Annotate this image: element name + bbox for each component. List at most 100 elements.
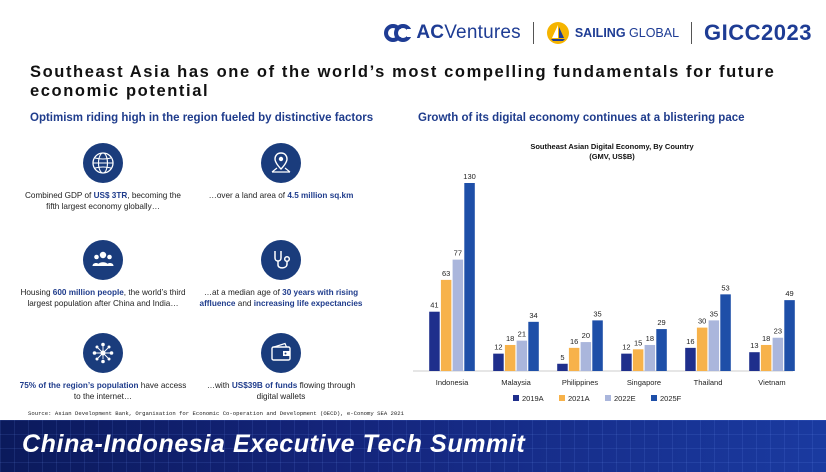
legend-swatch-2025f (651, 395, 657, 401)
chart-subtitle: (GMV, US$B) (589, 152, 635, 161)
data-label-thailand-2025f: 53 (721, 283, 729, 292)
ac-ventures-logo: ACVentures (384, 22, 521, 44)
page-title: Southeast Asia has one of the world’s mo… (30, 63, 776, 100)
data-label-indonesia-2025f: 130 (463, 172, 476, 181)
category-label-thailand: Thailand (694, 378, 723, 387)
stethoscope-icon (261, 240, 301, 280)
bar-vietnam-2022e (772, 337, 784, 371)
chart-svg: Southeast Asian Digital Economy, By Coun… (413, 142, 795, 403)
bar-indonesia-2025f (464, 183, 475, 371)
factor-median-age-text: …at a median age of 30 years with rising… (199, 288, 363, 308)
category-label-vietnam: Vietnam (758, 378, 785, 387)
data-label-indonesia-2019a: 41 (430, 301, 438, 310)
bar-singapore-2025f (656, 329, 667, 371)
bar-vietnam-2019a (749, 352, 760, 371)
factor-internet-text: 75% of the region’s population have acce… (19, 381, 187, 401)
legend-swatch-2019a (513, 395, 519, 401)
data-label-thailand-2019a: 16 (686, 337, 694, 346)
legend-label-2021a: 2021A (568, 394, 590, 403)
data-label-malaysia-2025f: 34 (529, 311, 537, 320)
bar-thailand-2019a (685, 347, 696, 371)
bar-singapore-2022e (644, 344, 656, 371)
chart-title: Southeast Asian Digital Economy, By Coun… (530, 142, 694, 151)
bar-indonesia-2021a (440, 279, 452, 371)
factor-population-text: Housing 600 million people, the world’s … (20, 288, 186, 308)
sailing-global-logo: SAILING GLOBAL (546, 21, 679, 45)
bar-singapore-2021a (632, 349, 644, 371)
gicc-logo: GICC2023 (704, 20, 812, 45)
bar-thailand-2021a (696, 327, 708, 371)
source-note: Source: Asian Development Bank, Organisa… (28, 410, 404, 417)
data-label-singapore-2025f: 29 (657, 318, 665, 327)
legend-swatch-2021a (559, 395, 565, 401)
data-label-philippines-2019a: 5 (560, 353, 564, 362)
bar-vietnam-2025f (784, 300, 795, 371)
wallet-icon (261, 333, 301, 373)
banner-grid-decoration (0, 420, 826, 472)
digital-economy-chart: Southeast Asian Digital Economy, By Coun… (405, 138, 820, 413)
bar-malaysia-2022e (516, 340, 528, 371)
data-label-vietnam-2019a: 13 (750, 341, 758, 350)
bar-philippines-2025f (592, 320, 603, 371)
data-label-vietnam-2021a: 18 (762, 334, 770, 343)
logo-separator-2 (691, 22, 693, 44)
data-label-indonesia-2022e: 77 (454, 249, 462, 258)
category-label-singapore: Singapore (627, 378, 661, 387)
data-label-thailand-2021a: 30 (698, 317, 706, 326)
bar-indonesia-2019a (429, 311, 440, 371)
data-label-thailand-2022e: 35 (710, 309, 718, 318)
map-pin-icon (261, 143, 301, 183)
bar-singapore-2019a (621, 353, 632, 371)
chart-legend: 2019A 2021A 2022E 2025F (513, 394, 682, 403)
data-label-philippines-2021a: 16 (570, 337, 578, 346)
header-logos: ACVentures SAILING GLOBAL GICC2023 (384, 18, 812, 48)
network-icon (83, 333, 123, 373)
footer-banner: China-Indonesia Executive Tech Summit (0, 420, 826, 472)
banner-title: China-Indonesia Executive Tech Summit (22, 430, 526, 458)
factor-land-area-text: …over a land area of 4.5 million sq.km (208, 191, 354, 200)
data-label-vietnam-2022e: 23 (774, 327, 782, 336)
globe-icon (83, 143, 123, 183)
legend-label-2019a: 2019A (522, 394, 544, 403)
factor-gdp: Combined GDP of US$ 3TR, becoming the fi… (18, 143, 188, 212)
legend-swatch-2022e (605, 395, 611, 401)
factor-land-area: …over a land area of 4.5 million sq.km (196, 143, 366, 202)
category-label-indonesia: Indonesia (436, 378, 469, 387)
factor-median-age: …at a median age of 30 years with rising… (196, 240, 366, 309)
bar-indonesia-2022e (452, 259, 464, 371)
bar-philippines-2021a (568, 347, 580, 371)
chart-bars: 41 63 77 130 Indonesia 12 18 21 34 Malaysia 5 16 20 3… (413, 172, 795, 387)
bar-malaysia-2021a (504, 344, 516, 371)
data-label-malaysia-2019a: 12 (494, 343, 502, 352)
category-label-philippines: Philippines (562, 378, 599, 387)
people-icon (83, 240, 123, 280)
data-label-singapore-2022e: 18 (646, 334, 654, 343)
bar-thailand-2025f (720, 294, 731, 371)
bar-malaysia-2019a (493, 353, 504, 371)
factor-population: Housing 600 million people, the world’s … (18, 240, 188, 309)
sailing-boat-icon (546, 22, 569, 44)
factor-internet: 75% of the region’s population have acce… (18, 333, 188, 402)
bar-malaysia-2025f (528, 321, 539, 371)
data-label-malaysia-2021a: 18 (506, 334, 514, 343)
bar-philippines-2022e (580, 342, 592, 371)
data-label-singapore-2019a: 12 (622, 343, 630, 352)
category-label-malaysia: Malaysia (501, 378, 531, 387)
right-subtitle: Growth of its digital economy continues … (418, 112, 745, 124)
factor-gdp-text: Combined GDP of US$ 3TR, becoming the fi… (25, 191, 181, 211)
bar-philippines-2019a (557, 363, 568, 371)
sailing-rest: GLOBAL (625, 26, 680, 40)
data-label-philippines-2022e: 20 (582, 331, 590, 340)
legend-label-2025f: 2025F (660, 394, 682, 403)
data-label-malaysia-2022e: 21 (518, 330, 526, 339)
data-label-indonesia-2021a: 63 (442, 269, 450, 278)
data-label-singapore-2021a: 15 (634, 338, 642, 347)
ac-ventures-mark-icon (384, 24, 413, 42)
factor-digital-wallets: …with US$39B of funds flowing through di… (196, 333, 366, 402)
data-label-vietnam-2025f: 49 (785, 289, 793, 298)
legend-label-2022e: 2022E (614, 394, 636, 403)
data-label-philippines-2025f: 35 (593, 309, 601, 318)
left-subtitle: Optimism riding high in the region fuele… (30, 112, 374, 124)
sailing-bold: SAILING (574, 26, 626, 40)
factor-digital-wallets-text: …with US$39B of funds flowing through di… (206, 381, 356, 401)
